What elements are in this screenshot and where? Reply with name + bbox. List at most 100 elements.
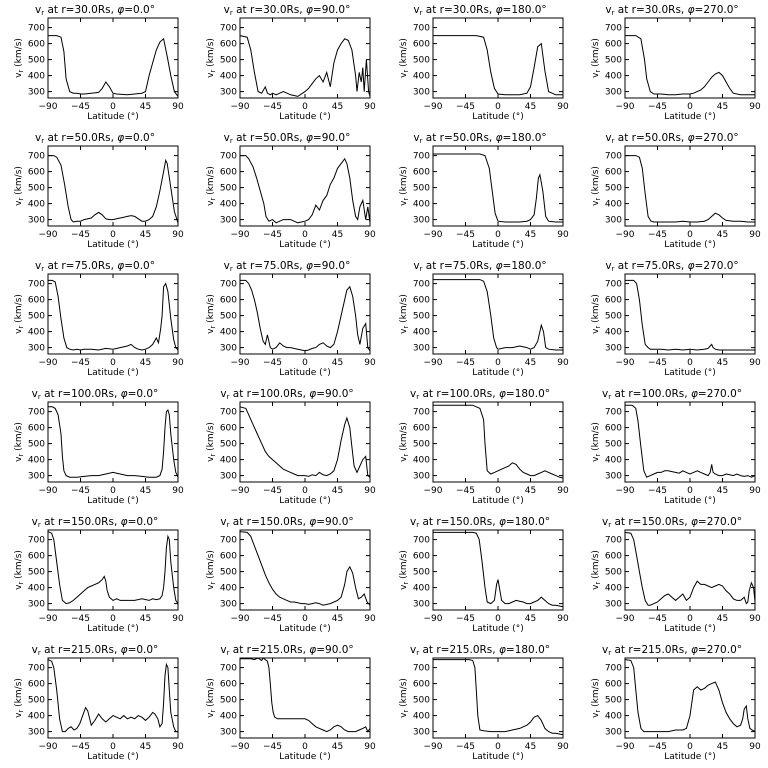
y-tick-label: 500 [220, 56, 237, 66]
y-tick-label: 600 [605, 40, 622, 50]
y-tick-label: 600 [605, 680, 622, 690]
y-tick-label: 500 [413, 440, 430, 450]
x-axis-label: Latitude (°) [472, 368, 523, 378]
y-tick-label: 500 [220, 440, 237, 450]
x-tick-label: 45 [140, 358, 151, 368]
plot-frame [239, 401, 371, 483]
x-tick-label: −45 [71, 742, 90, 752]
panel-title: vr at r=150.0Rs, φ=90.0° [220, 516, 353, 529]
y-tick-label: 600 [220, 40, 237, 50]
x-axis-label: Latitude (°) [279, 112, 330, 122]
x-tick-label: 90 [172, 486, 184, 496]
x-tick-label: 45 [717, 486, 728, 496]
series-line [48, 279, 179, 351]
panel-title: vr at r=100.0Rs, φ=180.0° [410, 388, 550, 401]
y-tick-label: 300 [413, 600, 430, 610]
y-tick-label: 300 [220, 344, 237, 354]
y-tick-label: 700 [28, 280, 45, 290]
x-axis-label: Latitude (°) [279, 624, 330, 634]
x-tick-label: 45 [332, 102, 343, 112]
y-tick-label: 400 [605, 712, 622, 722]
panel-18: vr at r=150.0Rs, φ=180.0° −90 −45 0 45 90 300 4… [399, 516, 569, 634]
y-tick-label: 600 [28, 168, 45, 178]
x-tick-label: 0 [687, 230, 693, 240]
x-tick-label: 90 [557, 614, 569, 624]
x-axis-label: Latitude (°) [664, 240, 715, 250]
x-tick-label: 90 [557, 230, 569, 240]
panel-title: vr at r=150.0Rs, φ=270.0° [602, 516, 742, 529]
x-tick-label: 45 [332, 614, 343, 624]
y-axis-label: vr (km/s) [399, 550, 410, 590]
x-tick-label: −45 [263, 614, 282, 624]
x-tick-label: 90 [557, 102, 569, 112]
series-line [48, 155, 179, 223]
x-tick-label: 45 [332, 742, 343, 752]
y-tick-label: 300 [220, 88, 237, 98]
panel-title: vr at r=50.0Rs, φ=180.0° [413, 132, 546, 145]
y-axis-label: vr (km/s) [14, 166, 25, 206]
x-tick-label: 0 [687, 742, 693, 752]
x-tick-label: −90 [616, 614, 635, 624]
x-tick-label: −45 [71, 230, 90, 240]
x-axis-label: Latitude (°) [87, 240, 138, 250]
y-tick-label: 400 [220, 72, 237, 82]
y-axis-label: vr (km/s) [399, 422, 410, 462]
panel-5: vr at r=50.0Rs, φ=90.0° −90 −45 0 45 90 300 400… [206, 132, 376, 250]
series-line [625, 35, 755, 96]
plot-frame [47, 529, 179, 611]
y-axis-label: vr (km/s) [14, 294, 25, 334]
y-tick-label: 300 [605, 600, 622, 610]
x-tick-label: −90 [616, 230, 635, 240]
y-axis-label: vr (km/s) [14, 678, 25, 718]
y-tick-label: 400 [413, 712, 430, 722]
series-line [239, 531, 371, 606]
panel-title: vr at r=150.0Rs, φ=0.0° [32, 516, 159, 529]
x-tick-label: −90 [231, 742, 250, 752]
x-tick-label: 90 [172, 614, 184, 624]
y-tick-label: 300 [28, 216, 45, 226]
panel-3: vr at r=30.0Rs, φ=270.0° −90 −45 0 45 90 300 40… [591, 4, 761, 122]
x-axis-label: Latitude (°) [664, 496, 715, 506]
x-tick-label: −90 [424, 486, 443, 496]
y-tick-label: 500 [28, 312, 45, 322]
x-tick-label: 45 [525, 614, 536, 624]
x-tick-label: 0 [302, 102, 308, 112]
x-axis-label: Latitude (°) [472, 752, 523, 762]
y-tick-label: 500 [413, 184, 430, 194]
y-axis-label: vr (km/s) [591, 38, 602, 78]
panel-title: vr at r=75.0Rs, φ=90.0° [224, 260, 351, 273]
y-tick-label: 500 [413, 696, 430, 706]
plot-frame [624, 401, 756, 483]
x-tick-label: −90 [231, 486, 250, 496]
plot-frame [432, 273, 564, 355]
y-tick-label: 400 [28, 584, 45, 594]
series-line [625, 279, 755, 351]
series-line [239, 35, 371, 97]
x-tick-label: 90 [557, 358, 569, 368]
x-tick-label: −90 [231, 102, 250, 112]
panel-14: vr at r=100.0Rs, φ=180.0° −90 −45 0 45 90 300 4… [399, 388, 569, 506]
y-tick-label: 400 [413, 456, 430, 466]
series-line [240, 155, 371, 224]
y-tick-label: 700 [413, 408, 430, 418]
x-tick-label: 0 [302, 614, 308, 624]
x-tick-label: −45 [71, 486, 90, 496]
y-tick-label: 300 [605, 344, 622, 354]
series-line [624, 659, 756, 733]
y-axis-label: vr (km/s) [206, 678, 217, 718]
series-line [433, 659, 564, 736]
panel-title: vr at r=150.0Rs, φ=180.0° [410, 516, 550, 529]
x-tick-label: 0 [302, 486, 308, 496]
panel-title: vr at r=100.0Rs, φ=0.0° [32, 388, 159, 401]
y-tick-label: 300 [28, 600, 45, 610]
y-tick-label: 500 [605, 568, 622, 578]
panel-title: vr at r=75.0Rs, φ=0.0° [35, 260, 155, 273]
y-tick-label: 400 [413, 200, 430, 210]
y-tick-label: 400 [413, 584, 430, 594]
panel-12: vr at r=100.0Rs, φ=0.0° −90 −45 0 45 90 300 400… [14, 388, 184, 506]
y-tick-label: 400 [28, 456, 45, 466]
y-tick-label: 700 [413, 664, 430, 674]
y-tick-label: 500 [28, 184, 45, 194]
y-tick-label: 400 [28, 72, 45, 82]
x-tick-label: −45 [648, 102, 667, 112]
